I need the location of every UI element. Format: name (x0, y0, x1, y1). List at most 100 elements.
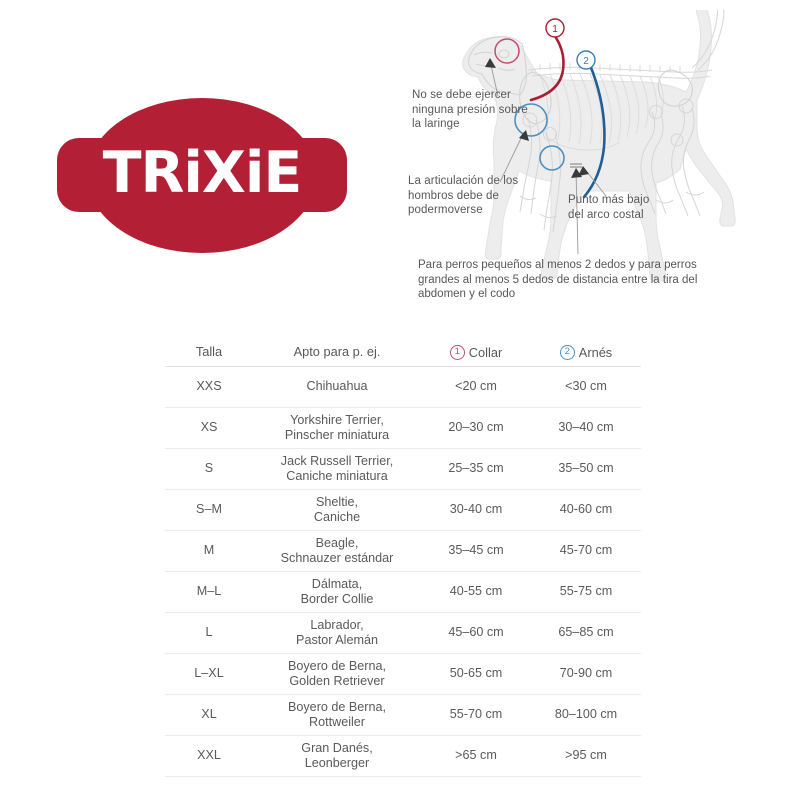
cell-harness: >95 cm (531, 735, 641, 777)
cell-breed: Yorkshire Terrier, Pinscher miniatura (253, 407, 421, 449)
table-row: S Jack Russell Terrier, Caniche miniatura 2… (165, 448, 641, 490)
breed-line-1: Gran Danés, (301, 740, 373, 755)
breed-line-2: Caniche (313, 510, 361, 524)
cell-harness: 45-70 cm (531, 530, 641, 572)
finger-gap-marker (570, 163, 582, 168)
table-row: L Labrador, Pastor Alemán 45–60 cm 65–85 cm (165, 612, 641, 654)
breed-line-2: Pastor Alemán (296, 633, 378, 647)
breed-line-2: Golden Retriever (289, 674, 385, 688)
size-table-head: Talla Apto para p. ej. 1 Collar 2 Arnés (165, 336, 641, 367)
cell-harness: 65–85 cm (531, 612, 641, 654)
header-size: Talla (165, 336, 253, 367)
cell-breed: Chihuahua (253, 366, 421, 408)
cell-breed: Boyero de Berna, Golden Retriever (253, 653, 421, 695)
cell-breed: Beagle, Schnauzer estándar (253, 530, 421, 572)
cell-size: XL (165, 694, 253, 736)
cell-collar: 40-55 cm (421, 571, 531, 613)
cell-breed: Labrador, Pastor Alemán (253, 612, 421, 654)
cell-collar: 20–30 cm (421, 407, 531, 449)
cell-harness: 80–100 cm (531, 694, 641, 736)
cell-harness: 55-75 cm (531, 571, 641, 613)
dog-hind-legs (640, 98, 705, 217)
cell-breed: Jack Russell Terrier, Caniche miniatura (253, 448, 421, 490)
shoulder-joint-circle (514, 103, 548, 137)
breed-line-2: Leonberger (304, 756, 370, 770)
breed-line-1: Boyero de Berna, (287, 658, 386, 673)
breed-line-2: Caniche miniatura (286, 469, 388, 483)
table-row: XXL Gran Danés, Leonberger >65 cm >95 cm (165, 735, 641, 777)
breed-line-1: Chihuahua (306, 379, 368, 394)
harness-measure-line (582, 63, 606, 199)
cell-harness: 30–40 cm (531, 407, 641, 449)
trixie-logo: TRiXiE (57, 98, 347, 253)
cell-collar: 50-65 cm (421, 653, 531, 695)
cell-breed: Dálmata, Border Collie (253, 571, 421, 613)
size-table: Talla Apto para p. ej. 1 Collar 2 Arnés (165, 336, 641, 777)
marker-1-collar: 1 (545, 18, 565, 38)
svg-text:2: 2 (583, 56, 589, 67)
callout-larynx-text: No se debe ejercer ninguna presión sobre… (412, 89, 528, 131)
breed-line-1: Jack Russell Terrier, (280, 453, 394, 468)
table-row: XXS Chihuahua <20 cm <30 cm (165, 366, 641, 408)
larynx-zone-circle (494, 38, 520, 64)
dog-tail (691, 10, 725, 71)
elbow-circle (539, 145, 565, 171)
logo-wordmark: TRiXiE (102, 140, 303, 206)
cell-harness: <30 cm (531, 366, 641, 408)
breed-line-1: Yorkshire Terrier, (290, 412, 384, 427)
table-header-row: Talla Apto para p. ej. 1 Collar 2 Arnés (165, 336, 641, 367)
breed-line-2: Rottweiler (309, 715, 365, 729)
header-harness-label: Arnés (578, 344, 613, 360)
dog-fitting-diagram: 1 2 No se debe ejercer ninguna presión s… (400, 10, 800, 320)
header-breed: Apto para p. ej. (253, 336, 421, 367)
cell-collar: <20 cm (421, 366, 531, 408)
cell-size: M–L (165, 571, 253, 613)
cell-collar: 35–45 cm (421, 530, 531, 572)
header-size-label: Talla (195, 343, 223, 359)
dog-ribcage (539, 73, 664, 151)
svg-text:1: 1 (552, 24, 558, 35)
cell-breed: Gran Danés, Leonberger (253, 735, 421, 777)
cell-collar: 55-70 cm (421, 694, 531, 736)
callout-ribcage-text: Punto más bajo del arco costal (568, 194, 650, 221)
cell-collar: 45–60 cm (421, 612, 531, 654)
dog-pelvis (657, 69, 693, 107)
cell-size: L (165, 612, 253, 654)
cell-collar: >65 cm (421, 735, 531, 777)
dog-skeleton-illustration: 1 2 (462, 10, 736, 282)
cell-size: XS (165, 407, 253, 449)
breed-line-2: Border Collie (300, 592, 374, 606)
cell-size: XXL (165, 735, 253, 777)
breed-line-1: Dálmata, (311, 576, 363, 591)
size-table-container: Talla Apto para p. ej. 1 Collar 2 Arnés (165, 336, 641, 777)
cell-collar: 30-40 cm (421, 489, 531, 531)
cell-harness: 70-90 cm (531, 653, 641, 695)
table-row: XL Boyero de Berna, Rottweiler 55-70 cm 80–1… (165, 694, 641, 736)
cell-harness: 40-60 cm (531, 489, 641, 531)
header-collar-label: Collar (468, 344, 503, 360)
breed-line-2: Pinscher miniatura (284, 428, 390, 442)
table-row: S–M Sheltie, Caniche 30-40 cm 40-60 cm (165, 489, 641, 531)
cell-size: M (165, 530, 253, 572)
collar-measure-line (529, 30, 565, 102)
harness-badge-icon: 2 (559, 344, 575, 360)
callout-shoulder-text: La articulación de los hombros debe de p… (408, 175, 519, 217)
header-collar: 1 Collar (421, 336, 531, 367)
breed-line-1: Beagle, (315, 535, 359, 550)
table-row: M Beagle, Schnauzer estándar 35–45 cm 45-70 … (165, 530, 641, 572)
table-row: L–XL Boyero de Berna, Golden Retriever 50-6… (165, 653, 641, 695)
marker-2-harness: 2 (576, 50, 596, 70)
cell-harness: 35–50 cm (531, 448, 641, 490)
cell-collar: 25–35 cm (421, 448, 531, 490)
breed-line-1: Boyero de Berna, (287, 699, 386, 714)
cell-size: L–XL (165, 653, 253, 695)
collar-badge-icon: 1 (449, 344, 465, 360)
breed-line-1: Labrador, (310, 617, 364, 632)
table-row: XS Yorkshire Terrier, Pinscher miniatura 20… (165, 407, 641, 449)
cell-breed: Boyero de Berna, Rottweiler (253, 694, 421, 736)
cell-size: S–M (165, 489, 253, 531)
size-table-body: XXS Chihuahua <20 cm <30 cm XS Yorkshire Terr… (165, 366, 641, 777)
breed-line-2: Schnauzer estándar (280, 551, 394, 565)
header-section: TRiXiE (0, 0, 800, 320)
